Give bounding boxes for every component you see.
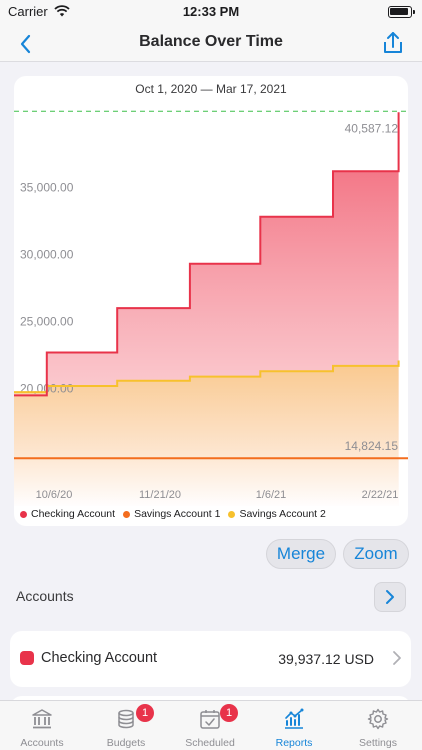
tab-settings[interactable]: Settings — [336, 701, 420, 750]
tab-budgets[interactable]: 1 Budgets — [84, 701, 168, 750]
status-time: 12:33 PM — [182, 4, 240, 19]
gear-icon — [367, 708, 389, 730]
tab-reports[interactable]: Reports — [252, 701, 336, 750]
y-tick-label: 35,000.00 — [20, 180, 74, 194]
tab-label-scheduled: Scheduled — [185, 737, 235, 749]
tab-label-reports: Reports — [275, 737, 313, 749]
legend-dot-checking — [20, 510, 27, 518]
x-tick-label: 1/6/21 — [256, 489, 287, 501]
chevron-right-icon — [393, 651, 401, 665]
account-color-swatch — [20, 651, 34, 665]
legend-dot-savings-1 — [123, 510, 131, 518]
merge-button[interactable]: Merge — [266, 539, 336, 569]
budgets-badge: 1 — [136, 704, 154, 722]
legend-label-savings-1: Savings Account 1 — [134, 508, 221, 520]
balance-chart[interactable]: 35,000.0030,000.0025,000.0020,000.0040,5… — [14, 76, 408, 506]
y-tick-label: 25,000.00 — [20, 315, 74, 329]
bank-icon — [32, 709, 52, 729]
y-tick-label: 30,000.00 — [20, 247, 74, 261]
tab-scheduled[interactable]: 1 Scheduled — [168, 701, 252, 750]
legend-dot-savings-2 — [228, 510, 236, 518]
navigation-bar: Balance Over Time — [0, 26, 422, 62]
chart-date-range: Oct 1, 2020 — Mar 17, 2021 — [135, 82, 287, 96]
wifi-icon — [54, 5, 70, 17]
chevron-right-icon — [386, 590, 394, 604]
checking-line — [14, 112, 400, 397]
legend-item-savings-2: Savings Account 2 — [228, 508, 326, 520]
x-tick-label: 2/22/21 — [362, 489, 399, 501]
status-bar: Carrier 12:33 PM — [0, 0, 422, 26]
chart-icon — [285, 708, 304, 729]
scheduled-badge: 1 — [220, 704, 238, 722]
accounts-section-label: Accounts — [16, 588, 74, 604]
legend-item-checking: Checking Account — [20, 508, 115, 520]
account-row-checking[interactable]: Checking Account 39,937.12 USD — [10, 631, 411, 687]
tab-bar: Accounts 1 Budgets 1 Scheduled Rep — [0, 700, 422, 750]
x-tick-label: 11/21/20 — [139, 489, 181, 501]
legend-item-savings-1: Savings Account 1 — [123, 508, 220, 520]
zoom-button[interactable]: Zoom — [343, 539, 409, 569]
legend-label-checking: Checking Account — [31, 508, 116, 520]
page-title: Balance Over Time — [139, 33, 283, 50]
carrier-label: Carrier — [8, 4, 48, 19]
tab-label-settings: Settings — [359, 737, 397, 749]
legend-label-savings-2: Savings Account 2 — [239, 508, 326, 520]
savings-2-area — [14, 360, 399, 506]
max-value-label: 40,587.12 — [345, 121, 399, 135]
coins-icon — [118, 709, 134, 729]
min-value-label: 14,824.15 — [345, 439, 399, 453]
tab-accounts[interactable]: Accounts — [0, 701, 84, 750]
tab-label-accounts: Accounts — [20, 737, 64, 749]
battery-icon — [388, 6, 415, 18]
account-balance: 39,937.12 USD — [278, 651, 374, 667]
chart-legend: Checking Account Savings Account 1 Savin… — [20, 508, 326, 520]
accounts-expand-button[interactable] — [374, 582, 406, 612]
account-name: Checking Account — [41, 650, 158, 666]
balance-chart-card: Oct 1, 2020 — Mar 17, 2021 35,000.00 30,0… — [14, 76, 408, 526]
share-icon[interactable] — [380, 30, 406, 56]
x-tick-label: 10/6/20 — [36, 489, 73, 501]
tab-label-budgets: Budgets — [106, 737, 146, 749]
chevron-left-icon[interactable] — [14, 32, 38, 56]
calendar-check-icon — [200, 710, 220, 729]
